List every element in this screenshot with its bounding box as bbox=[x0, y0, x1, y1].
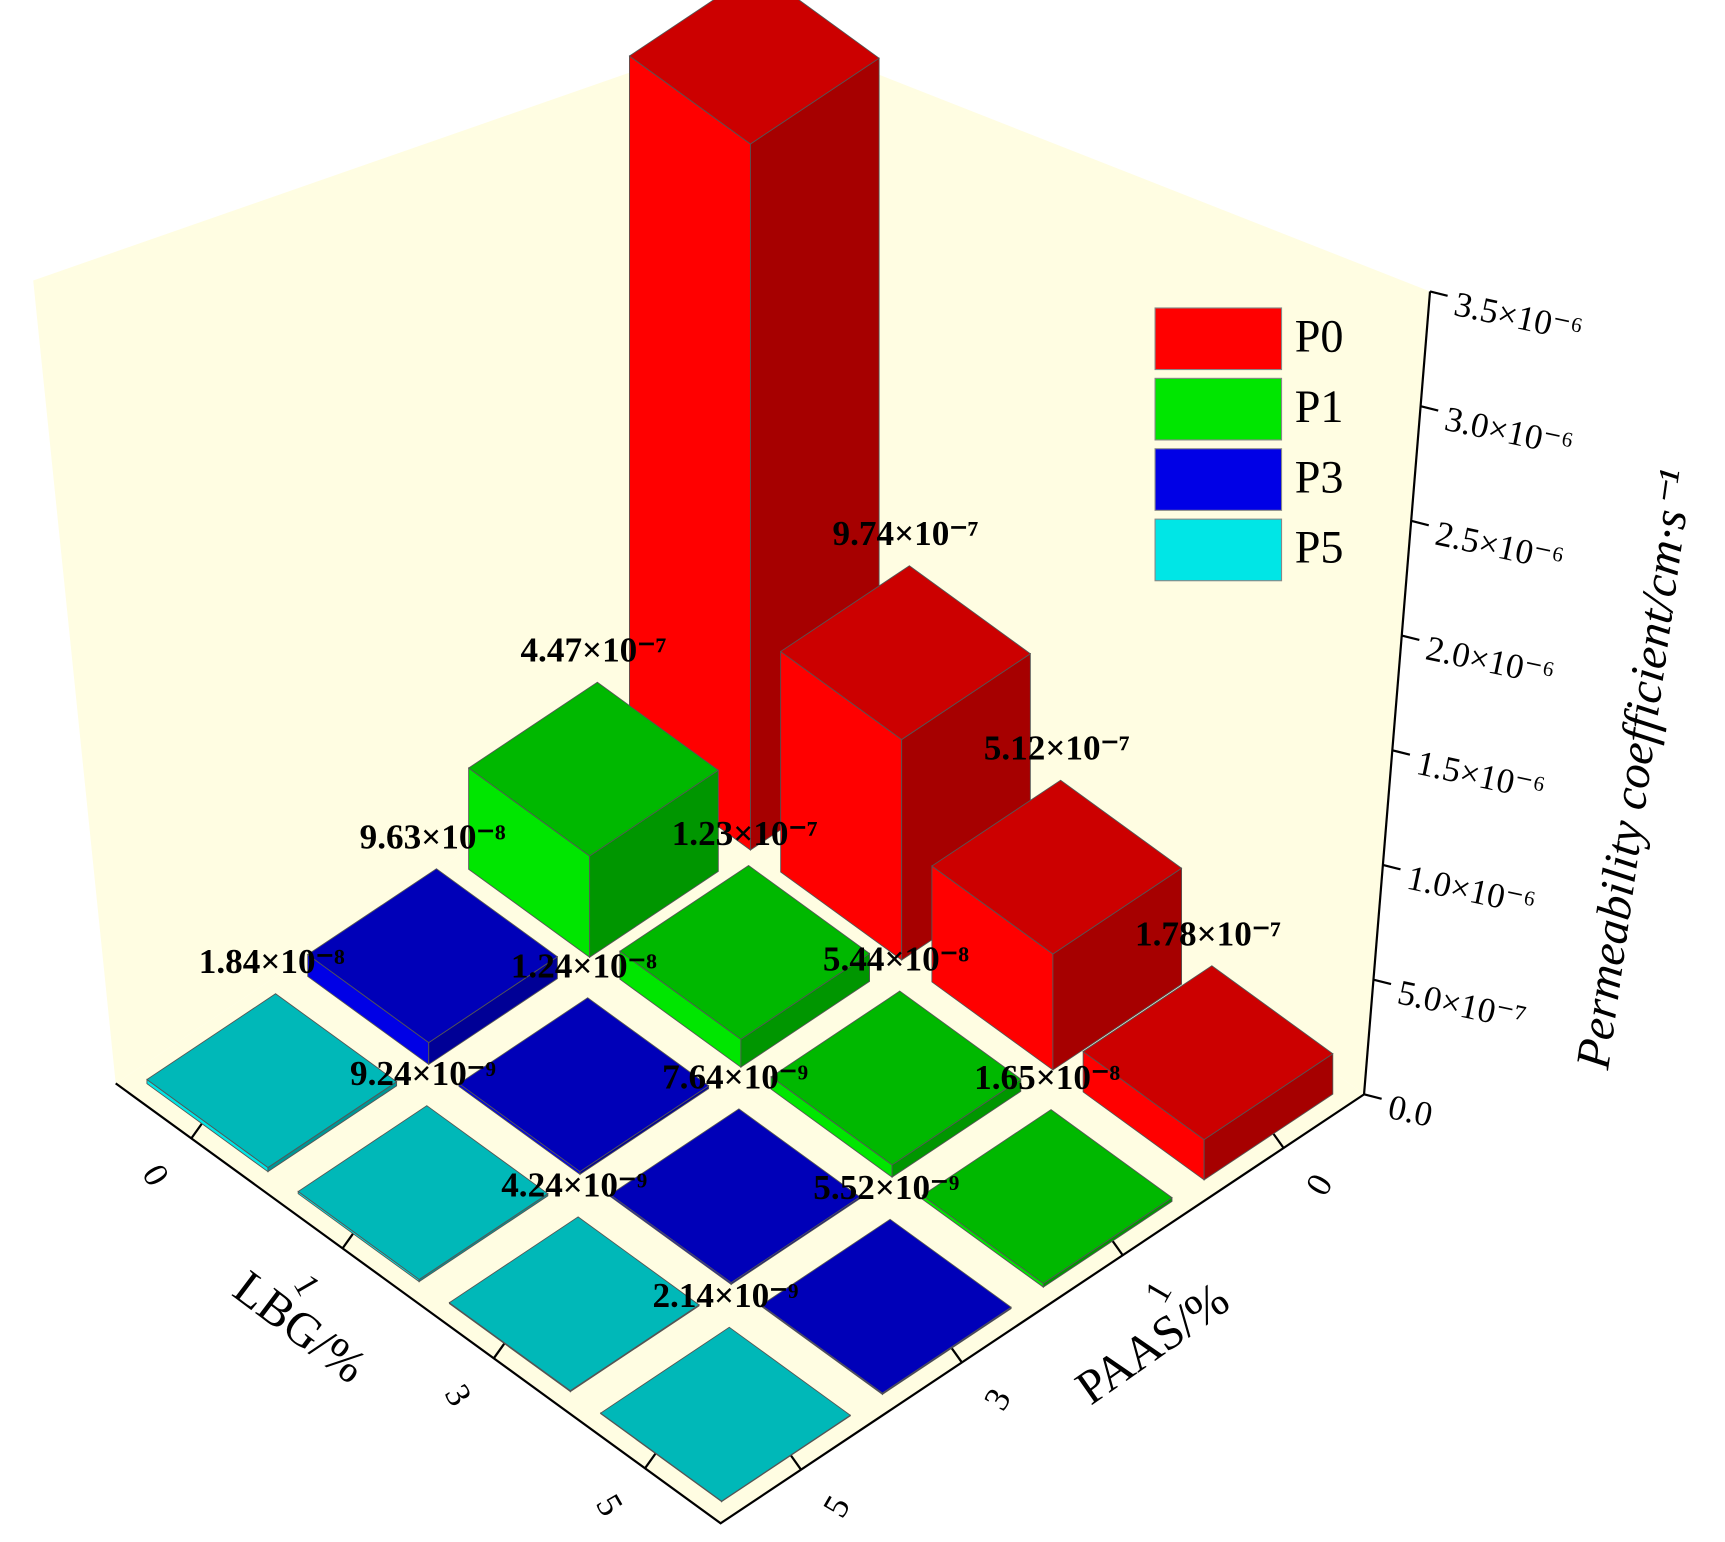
bar-face bbox=[619, 864, 871, 1040]
floor-edge bbox=[115, 1082, 1365, 1525]
bar bbox=[599, 1326, 852, 1503]
z-tick-label: 5.0×10⁻⁷ bbox=[1394, 973, 1529, 1038]
legend-label: P1 bbox=[1295, 381, 1344, 432]
bar-face bbox=[628, 0, 880, 145]
legend-swatch bbox=[1154, 377, 1283, 441]
bar-face bbox=[297, 1105, 549, 1281]
x-tick-label: 0 bbox=[134, 1158, 177, 1193]
legend-swatch bbox=[1154, 448, 1283, 511]
z-tick-label: 1.5×10⁻⁶ bbox=[1413, 743, 1548, 808]
bar bbox=[619, 864, 871, 1069]
x-tick-label: 1 bbox=[286, 1268, 329, 1303]
x-tick bbox=[190, 1122, 204, 1139]
right-wall bbox=[759, 27, 1431, 1095]
z-tick bbox=[1429, 290, 1448, 297]
bar bbox=[609, 1108, 861, 1286]
z-tick-label: 0.0 bbox=[1385, 1087, 1436, 1134]
bar-face bbox=[770, 990, 1022, 1166]
z-tick-label: 2.5×10⁻⁶ bbox=[1432, 514, 1567, 579]
depth-tick bbox=[1271, 1131, 1285, 1149]
z-tick bbox=[1382, 863, 1401, 871]
value-label: 5.12×10⁻⁷ bbox=[984, 729, 1130, 768]
bar-face bbox=[448, 1216, 700, 1392]
depth-tick-label: 0 bbox=[1298, 1167, 1341, 1202]
value-label: 1.65×10⁻⁸ bbox=[974, 1058, 1120, 1097]
bar-face bbox=[599, 1326, 852, 1502]
bar-face bbox=[609, 1108, 861, 1284]
legend-swatch bbox=[1154, 307, 1283, 371]
value-label: 5.44×10⁻⁸ bbox=[823, 940, 969, 979]
left-wall bbox=[33, 27, 760, 1084]
z-tick bbox=[1410, 519, 1430, 527]
bar bbox=[146, 993, 398, 1173]
value-label: 9.24×10⁻⁹ bbox=[350, 1054, 496, 1093]
bar bbox=[297, 1105, 549, 1283]
legend-label: P0 bbox=[1295, 311, 1344, 362]
z-tick-label: 3.5×10⁻⁶ bbox=[1451, 284, 1586, 349]
bar bbox=[760, 1218, 1012, 1396]
bar bbox=[448, 1216, 700, 1393]
bar bbox=[467, 681, 720, 959]
z-tick-label: 3.0×10⁻⁶ bbox=[1441, 399, 1576, 464]
z-tick-label: 2.0×10⁻⁶ bbox=[1423, 629, 1558, 694]
x-tick bbox=[492, 1342, 506, 1359]
value-label: 5.52×10⁻⁹ bbox=[813, 1168, 959, 1207]
bar bbox=[931, 779, 1183, 1071]
z-tick bbox=[1363, 1093, 1382, 1100]
z-tick bbox=[1373, 978, 1392, 986]
legend-swatch bbox=[1154, 518, 1283, 582]
x-tick-label: 3 bbox=[437, 1378, 480, 1413]
bar-face bbox=[467, 681, 720, 857]
legend-label: P5 bbox=[1295, 522, 1344, 573]
value-label: 1.23×10⁻⁷ bbox=[672, 814, 818, 853]
z-tick bbox=[1420, 405, 1439, 412]
legend-label: P3 bbox=[1295, 451, 1344, 502]
z-tick bbox=[1401, 634, 1420, 642]
z-axis bbox=[1362, 291, 1432, 1095]
depth-tick-label: 5 bbox=[815, 1489, 858, 1524]
bar-face bbox=[306, 868, 559, 1044]
depth-tick bbox=[789, 1453, 802, 1471]
bar bbox=[921, 1109, 1173, 1289]
depth-tick bbox=[950, 1346, 963, 1364]
x-tick-label: 5 bbox=[588, 1488, 631, 1523]
x-tick bbox=[341, 1232, 355, 1249]
bar-face bbox=[146, 993, 398, 1169]
x-tick bbox=[644, 1452, 657, 1469]
value-label: 9.63×10⁻⁸ bbox=[360, 817, 506, 856]
value-label: 4.47×10⁻⁷ bbox=[520, 631, 666, 670]
bar bbox=[1082, 965, 1334, 1181]
z-axis-title: Permeability coefficient/cm·s⁻¹ bbox=[1566, 466, 1703, 1073]
bar-face bbox=[921, 1109, 1173, 1284]
bar-face bbox=[779, 565, 1032, 741]
bar-face bbox=[760, 1218, 1012, 1394]
value-label: 7.64×10⁻⁹ bbox=[662, 1057, 808, 1096]
value-label: 2.14×10⁻⁹ bbox=[652, 1276, 798, 1315]
bar-face bbox=[1082, 965, 1334, 1141]
value-label: 9.74×10⁻⁷ bbox=[833, 514, 979, 553]
bar-face bbox=[458, 997, 710, 1173]
value-label: 1.24×10⁻⁸ bbox=[511, 946, 657, 985]
value-label: 1.84×10⁻⁸ bbox=[199, 942, 345, 981]
value-label: 4.24×10⁻⁹ bbox=[501, 1165, 647, 1204]
z-tick bbox=[1392, 749, 1411, 756]
depth-tick-label: 3 bbox=[976, 1382, 1019, 1417]
bar bbox=[458, 997, 710, 1176]
depth-tick bbox=[1110, 1239, 1124, 1256]
bar bbox=[306, 868, 559, 1066]
value-label: 1.78×10⁻⁷ bbox=[1135, 914, 1281, 953]
z-tick-label: 1.0×10⁻⁶ bbox=[1404, 858, 1539, 923]
depth-tick-label: 1 bbox=[1137, 1275, 1180, 1310]
bar-face bbox=[931, 779, 1183, 955]
bar bbox=[770, 990, 1022, 1179]
